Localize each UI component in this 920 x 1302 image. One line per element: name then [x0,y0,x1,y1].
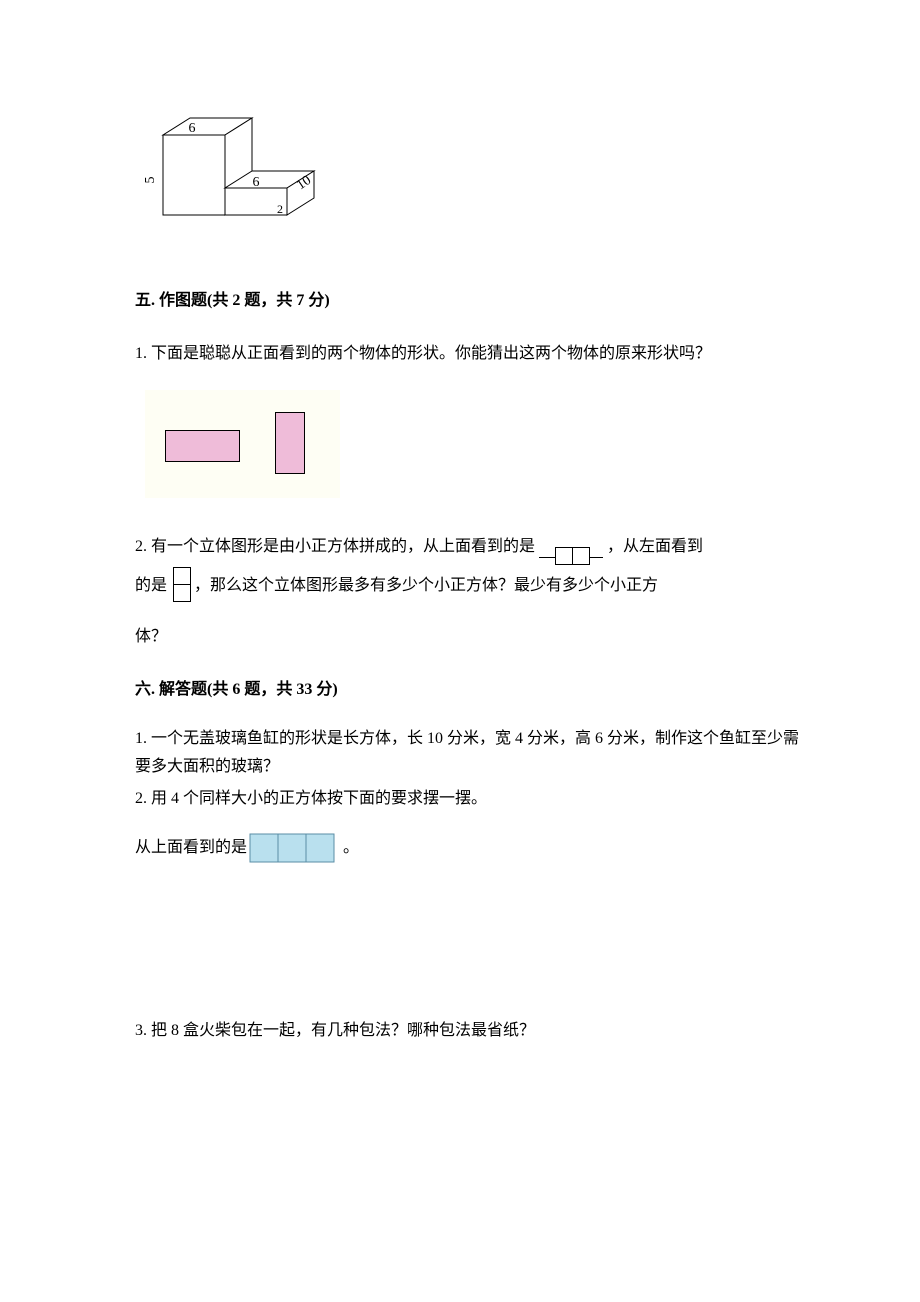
stepped-box-figure: 6 5 6 2 10 [130,110,800,256]
label-front-w: 6 [253,175,260,190]
s5-q1-shapes [145,390,340,498]
grid-3h-icon [249,833,337,876]
grid-2h-icon [555,543,591,581]
s5-q2-part-a: 2. 有一个立体图形是由小正方体拼成的，从上面看到的是 [135,538,539,555]
s5-q2-part-b: ，从左面看到 [603,538,703,555]
s6-q3: 3. 把 8 盒火柴包在一起，有几种包法？哪种包法最省纸？ [135,1014,800,1048]
blank-line [539,537,603,558]
section-5-title: 五. 作图题(共 2 题，共 7 分) [135,286,800,316]
s6-q2-row: 从上面看到的是 。 [135,831,800,876]
s6-q2-suffix: 。 [339,839,359,856]
s5-q2-part-e: 体？ [135,628,167,645]
pink-rect-vertical [275,412,305,474]
pink-rect-horizontal [165,430,240,462]
s5-q2-part-c: 的是 [135,577,171,594]
section-6-title: 六. 解答题(共 6 题，共 33 分) [135,675,800,705]
s6-q2-prefix: 从上面看到的是 [135,839,247,856]
s6-q2: 2. 用 4 个同样大小的正方体按下面的要求摆一摆。 [135,785,800,813]
s5-q2: 2. 有一个立体图形是由小正方体拼成的，从上面看到的是 ，从左面看到 的是 ，那… [135,528,800,656]
s6-q1: 1. 一个无盖玻璃鱼缸的形状是长方体，长 10 分米，宽 4 分米，高 6 分米… [135,725,800,781]
spacer [135,894,800,1014]
s5-q1-text: 1. 下面是聪聪从正面看到的两个物体的形状。你能猜出这两个物体的原来形状吗？ [135,337,800,371]
label-left: 5 [143,177,158,184]
label-front-h: 2 [277,202,283,216]
label-top: 6 [189,121,196,136]
grid-2v-icon [173,567,192,618]
